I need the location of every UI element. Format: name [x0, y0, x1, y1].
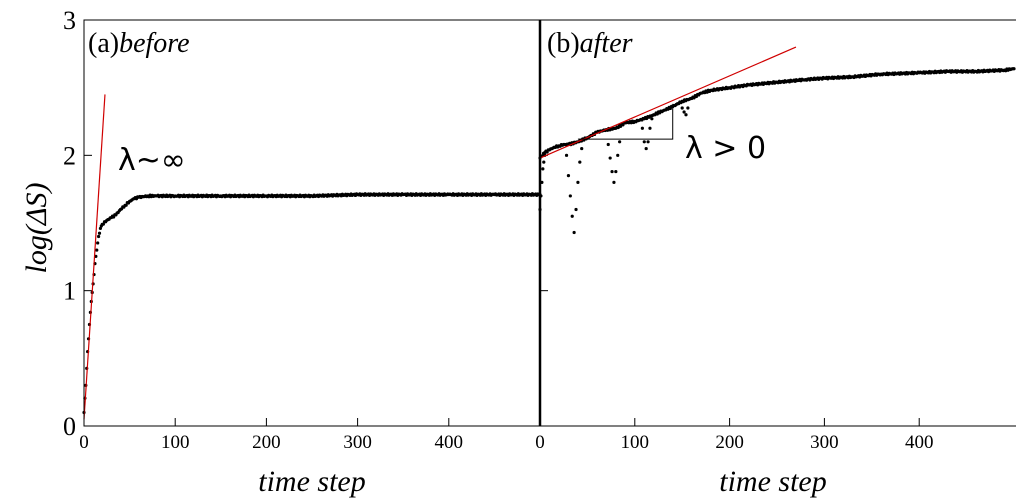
- panel-label-a: (a)before: [88, 28, 190, 59]
- data-point-b-1: [608, 156, 612, 160]
- data-point-b-1: [640, 126, 644, 130]
- data-point-b-1: [564, 153, 569, 157]
- x-tick-label-b: 400: [905, 432, 934, 453]
- data-point-b-1: [642, 140, 646, 144]
- data-point-a-0: [124, 203, 128, 207]
- x-tick-label-a: 0: [79, 432, 89, 453]
- panel-tag-a: (a): [88, 28, 119, 59]
- data-point-b-1: [541, 167, 545, 171]
- y-tick-label: 0: [63, 412, 76, 441]
- data-point-b-1: [686, 106, 690, 110]
- data-point-b-1: [646, 140, 650, 144]
- y-tick-label: 2: [63, 141, 76, 170]
- panel-word-b: after: [580, 28, 633, 59]
- x-tick-label-b: 100: [621, 432, 650, 453]
- data-point-b-1: [682, 110, 686, 114]
- x-tick-label-a: 200: [252, 432, 281, 453]
- plot-layer: 0 100 200 300 400 0 1 2 3 0 100 200 300 400: [63, 6, 1016, 453]
- slope-triangle: [577, 103, 674, 140]
- plot-frame-a: [83, 19, 541, 427]
- data-point-a-0: [95, 248, 99, 252]
- y-axis-title: log(ΔS): [20, 183, 53, 274]
- data-point-a-0: [97, 231, 102, 235]
- data-point-b-1: [610, 169, 614, 174]
- x-tick-label-b: 300: [810, 432, 839, 453]
- data-point-b-1: [576, 180, 580, 184]
- annotation-lambda-infinity: λ~∞: [118, 143, 186, 178]
- data-point-a-0: [96, 234, 101, 239]
- data-point-b-1: [542, 160, 546, 164]
- x-tick-label-a: 300: [343, 432, 372, 453]
- panel-tag-b: (b): [547, 28, 580, 59]
- panel-word-a: before: [119, 28, 190, 59]
- data-point-b-1: [648, 126, 652, 130]
- data-point-b-1: [644, 146, 648, 151]
- x-tick-label-b: 0: [535, 432, 545, 453]
- data-point-b-1: [616, 153, 620, 157]
- data-point-b-1: [568, 194, 572, 198]
- data-point-a-0: [96, 241, 100, 245]
- data-point-b-1: [580, 146, 584, 151]
- data-point-b-1: [574, 207, 578, 212]
- x-axis-title-b: time step: [719, 465, 826, 498]
- data-point-b-0: [1012, 67, 1016, 71]
- data-point-b-1: [684, 113, 688, 117]
- data-point-a-0: [98, 226, 103, 231]
- panel-label-b: (b)after: [547, 28, 633, 59]
- data-point-b-1: [578, 160, 582, 164]
- data-point-b-1: [680, 106, 684, 110]
- data-point-b-1: [566, 174, 571, 178]
- x-tick-label-b: 200: [715, 432, 744, 453]
- x-tick-label-a: 400: [435, 432, 464, 453]
- data-point-b-1: [614, 169, 618, 174]
- data-point-b-1: [606, 142, 610, 147]
- x-tick-label-a: 100: [161, 432, 190, 453]
- data-point-a-0: [101, 222, 105, 226]
- x-axis-title-a: time step: [258, 465, 365, 498]
- data-point-b-1: [618, 140, 622, 144]
- y-tick-label: 3: [63, 6, 76, 35]
- annotation-lambda-positive: λ > 0: [685, 131, 766, 166]
- data-point-b-1: [570, 214, 574, 218]
- y-tick-label: 1: [63, 277, 76, 306]
- fit-line-a: [83, 94, 106, 420]
- data-point-b-1: [650, 117, 654, 121]
- data-point-b-1: [612, 180, 616, 184]
- data-point-b-1: [572, 230, 576, 235]
